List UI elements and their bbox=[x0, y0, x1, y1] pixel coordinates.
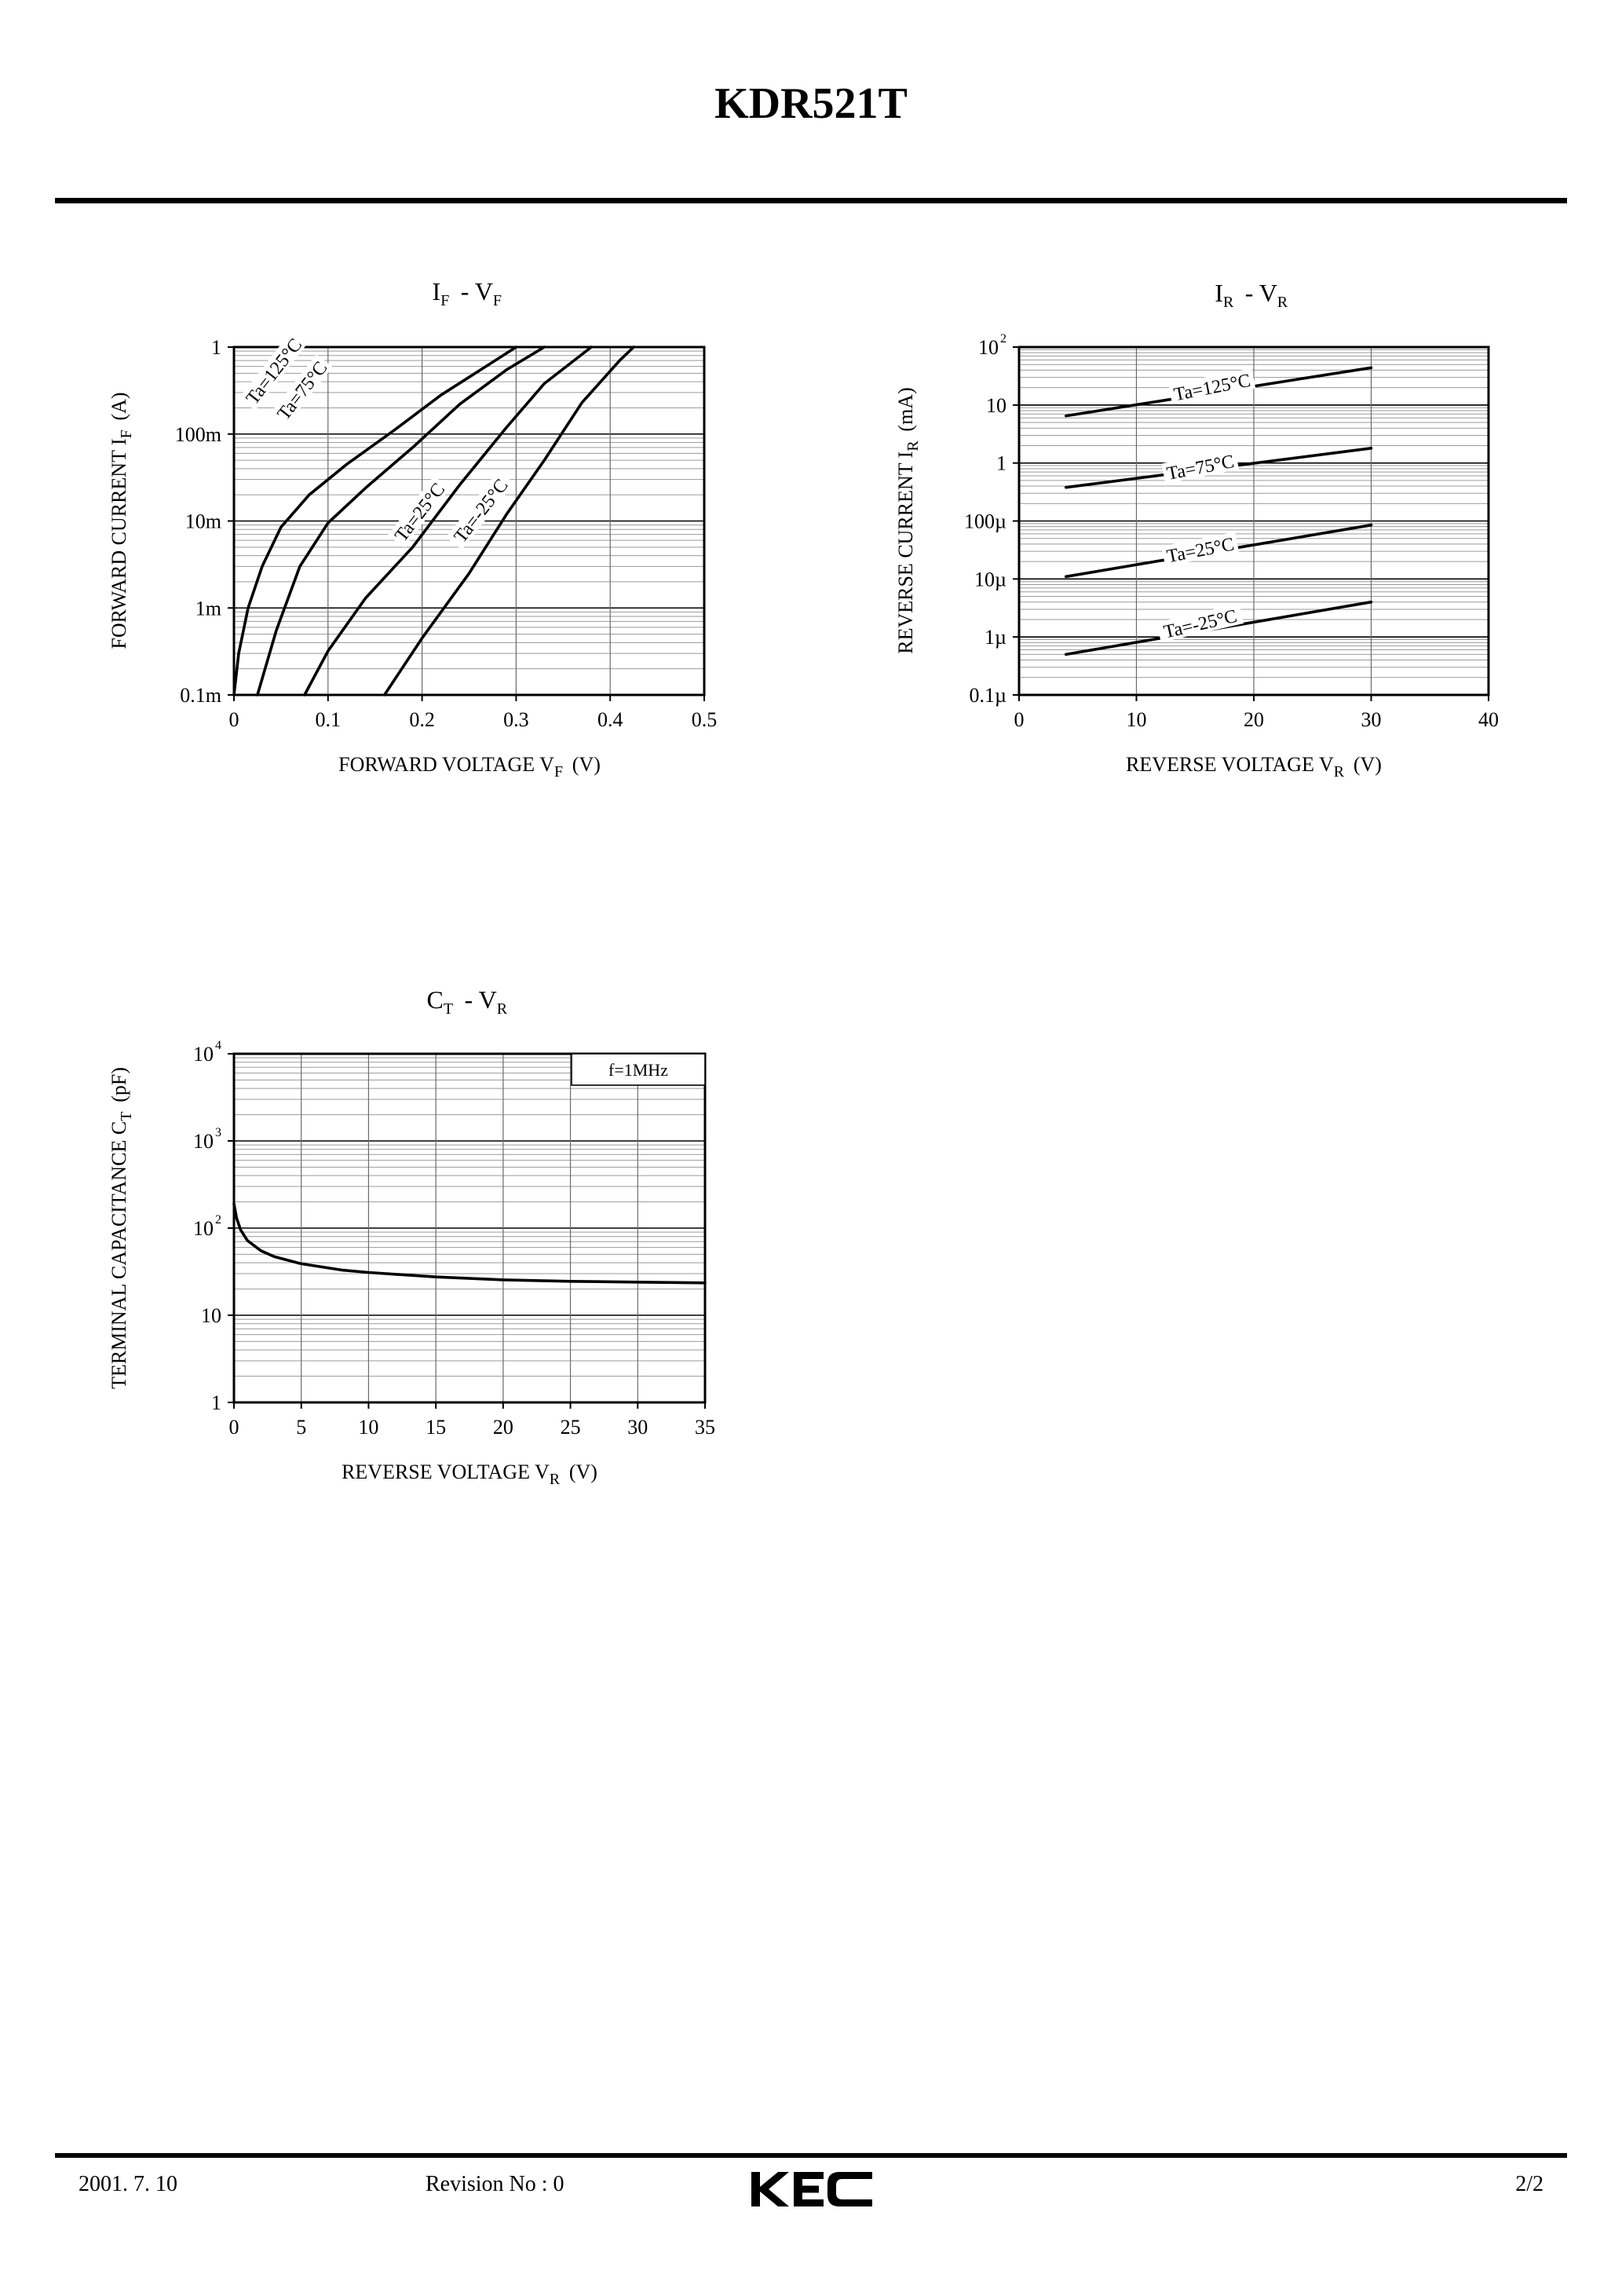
x-tick-label: 0 bbox=[1014, 708, 1025, 731]
y-tick-label: 10 bbox=[193, 1130, 214, 1153]
series-label-backdrop bbox=[446, 470, 515, 550]
y-tick-label: 10 bbox=[193, 1043, 214, 1066]
y-tick-label: 1m bbox=[195, 597, 221, 620]
footer-date: 2001. 7. 10 bbox=[79, 2172, 177, 2196]
y-tick-label: 1 bbox=[211, 336, 221, 359]
series-label-backdrop bbox=[270, 354, 333, 426]
x-tick-label: 15 bbox=[426, 1416, 446, 1439]
y-axis-label: TERMINAL CAPACITANCE CT (pF) bbox=[108, 1067, 135, 1389]
x-tick-label: 20 bbox=[1244, 708, 1264, 731]
x-tick-label: 20 bbox=[493, 1416, 513, 1439]
series-line bbox=[382, 345, 635, 696]
y-tick-exponent: 3 bbox=[215, 1126, 221, 1139]
x-tick-label: 0.5 bbox=[692, 708, 718, 731]
x-tick-label: 0 bbox=[229, 1416, 239, 1439]
y-tick-label: 0.1m bbox=[180, 684, 221, 707]
y-tick-label: 10 bbox=[201, 1304, 221, 1327]
plot-frame bbox=[1017, 345, 1490, 696]
y-tick-label: 10 bbox=[986, 394, 1006, 417]
x-tick-label: 10 bbox=[1127, 708, 1147, 731]
x-tick-label: 10 bbox=[358, 1416, 378, 1439]
y-tick-label: 1µ bbox=[985, 626, 1006, 649]
footer-revision: Revision No : 0 bbox=[426, 2172, 564, 2196]
series-label-backdrop bbox=[1161, 532, 1240, 567]
x-tick-label: 0.2 bbox=[409, 708, 435, 731]
y-tick-label: 10m bbox=[185, 510, 221, 533]
chart-title: CT - VR bbox=[427, 985, 513, 1018]
series-label-backdrop bbox=[239, 331, 308, 411]
plot-frame bbox=[232, 1052, 707, 1404]
annotation-box bbox=[571, 1053, 706, 1086]
x-tick-label: 25 bbox=[561, 1416, 581, 1439]
y-tick-label: 0.1µ bbox=[970, 684, 1007, 707]
x-tick-label: 30 bbox=[1361, 708, 1382, 731]
y-tick-label: 1 bbox=[996, 452, 1006, 475]
y-tick-exponent: 2 bbox=[215, 1213, 221, 1227]
x-tick-label: 30 bbox=[627, 1416, 648, 1439]
kec-logo bbox=[751, 2172, 872, 2206]
series-line bbox=[303, 345, 593, 696]
series-label-backdrop bbox=[1156, 603, 1244, 643]
footer-rule bbox=[55, 2153, 1567, 2158]
x-tick-label: 0.1 bbox=[316, 708, 342, 731]
series-line bbox=[256, 345, 546, 696]
series-label-backdrop bbox=[1161, 449, 1240, 484]
x-axis-label: REVERSE VOLTAGE VR (V) bbox=[342, 1461, 597, 1488]
annotation-text: f=1MHz bbox=[608, 1060, 668, 1080]
page-title: KDR521T bbox=[714, 79, 908, 128]
series-label-backdrop bbox=[1168, 368, 1256, 405]
x-tick-label: 0.4 bbox=[597, 708, 623, 731]
series-label-backdrop bbox=[388, 475, 451, 548]
footer-page-number: 2/2 bbox=[1515, 2172, 1543, 2196]
x-tick-label: 40 bbox=[1478, 708, 1499, 731]
y-tick-label: 10 bbox=[193, 1217, 214, 1240]
x-tick-label: 0 bbox=[229, 708, 239, 731]
x-tick-label: 5 bbox=[296, 1416, 306, 1439]
y-tick-label: 100m bbox=[175, 423, 221, 446]
y-tick-exponent: 2 bbox=[1000, 332, 1006, 345]
series-line bbox=[232, 345, 518, 696]
y-tick-exponent: 4 bbox=[215, 1039, 221, 1052]
header-rule bbox=[55, 198, 1567, 203]
plot-frame bbox=[232, 345, 706, 696]
y-tick-label: 1 bbox=[211, 1391, 221, 1414]
y-tick-label: 100µ bbox=[964, 510, 1006, 533]
x-tick-label: 35 bbox=[695, 1416, 715, 1439]
y-tick-label: 10 bbox=[978, 336, 999, 359]
series-line bbox=[232, 1202, 707, 1285]
x-tick-label: 0.3 bbox=[503, 708, 529, 731]
y-tick-label: 10µ bbox=[974, 568, 1006, 590]
